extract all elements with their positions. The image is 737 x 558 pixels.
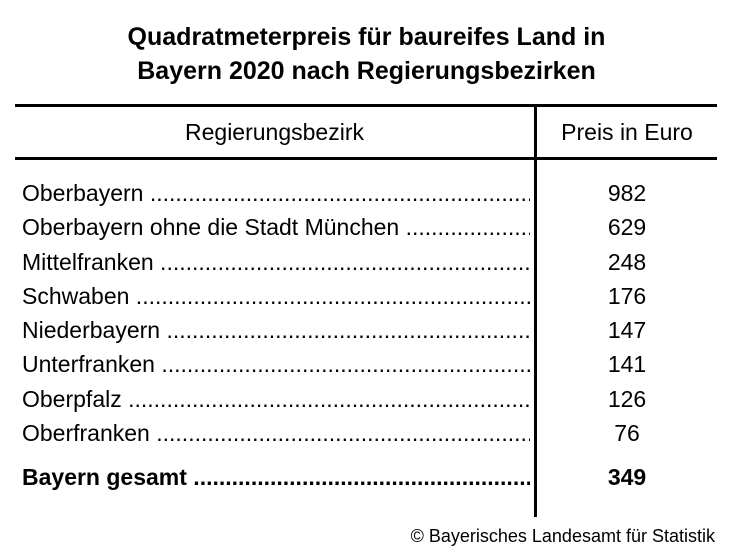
document-title: Quadratmeterpreis für baureifes Land in … [0, 20, 733, 88]
table-row: Oberfranken 76 [22, 416, 717, 450]
table-top-rule [15, 104, 717, 107]
column-divider [534, 107, 537, 517]
row-region-name: Oberfranken [22, 416, 530, 450]
row-price-value: 176 [607, 282, 647, 309]
row-price-value: 982 [607, 180, 647, 206]
row-price-value: 629 [607, 214, 647, 241]
row-price-value: 147 [607, 317, 647, 344]
row-region-name: Oberbayern ohne die Stadt München [22, 210, 530, 244]
row-price-value: 126 [607, 385, 647, 412]
row-region-name: Unterfranken [22, 347, 530, 381]
row-region-name: Niederbayern [22, 313, 530, 347]
row-region-name: Oberbayern [22, 176, 530, 210]
row-price-value: 76 [614, 420, 640, 447]
table-row: Oberbayern 982 [22, 176, 717, 210]
table-header-rule [15, 157, 717, 160]
table-body: Oberbayern 982 Oberbayern ohne die Stadt… [22, 176, 717, 495]
table-row: Oberpfalz 126 [22, 382, 717, 416]
row-region-name: Mittelfranken [22, 245, 530, 279]
table-row: Mittelfranken 248 [22, 245, 717, 279]
header-region: Regierungsbezirk [185, 119, 364, 145]
total-price-value: 349 [607, 464, 647, 491]
row-price-value: 248 [607, 248, 647, 275]
table-row: Oberbayern ohne die Stadt München 629 [22, 210, 717, 244]
total-region-name: Bayern gesamt [22, 460, 530, 494]
title-line-2: Bayern 2020 nach Regierungsbezirken [137, 57, 596, 85]
row-price-value: 141 [607, 351, 647, 378]
row-region-name: Oberpfalz [22, 382, 530, 416]
table-row: Schwaben 176 [22, 279, 717, 313]
table-total-row: Bayern gesamt 349 [22, 460, 717, 494]
row-region-name: Schwaben [22, 279, 530, 313]
title-line-1: Quadratmeterpreis für baureifes Land in [127, 23, 606, 51]
table-row: Niederbayern 147 [22, 313, 717, 347]
table-row: Unterfranken 141 [22, 347, 717, 381]
copyright-notice: © Bayerisches Landesamt für Statistik [410, 526, 715, 546]
header-price: Preis in Euro [561, 119, 693, 145]
